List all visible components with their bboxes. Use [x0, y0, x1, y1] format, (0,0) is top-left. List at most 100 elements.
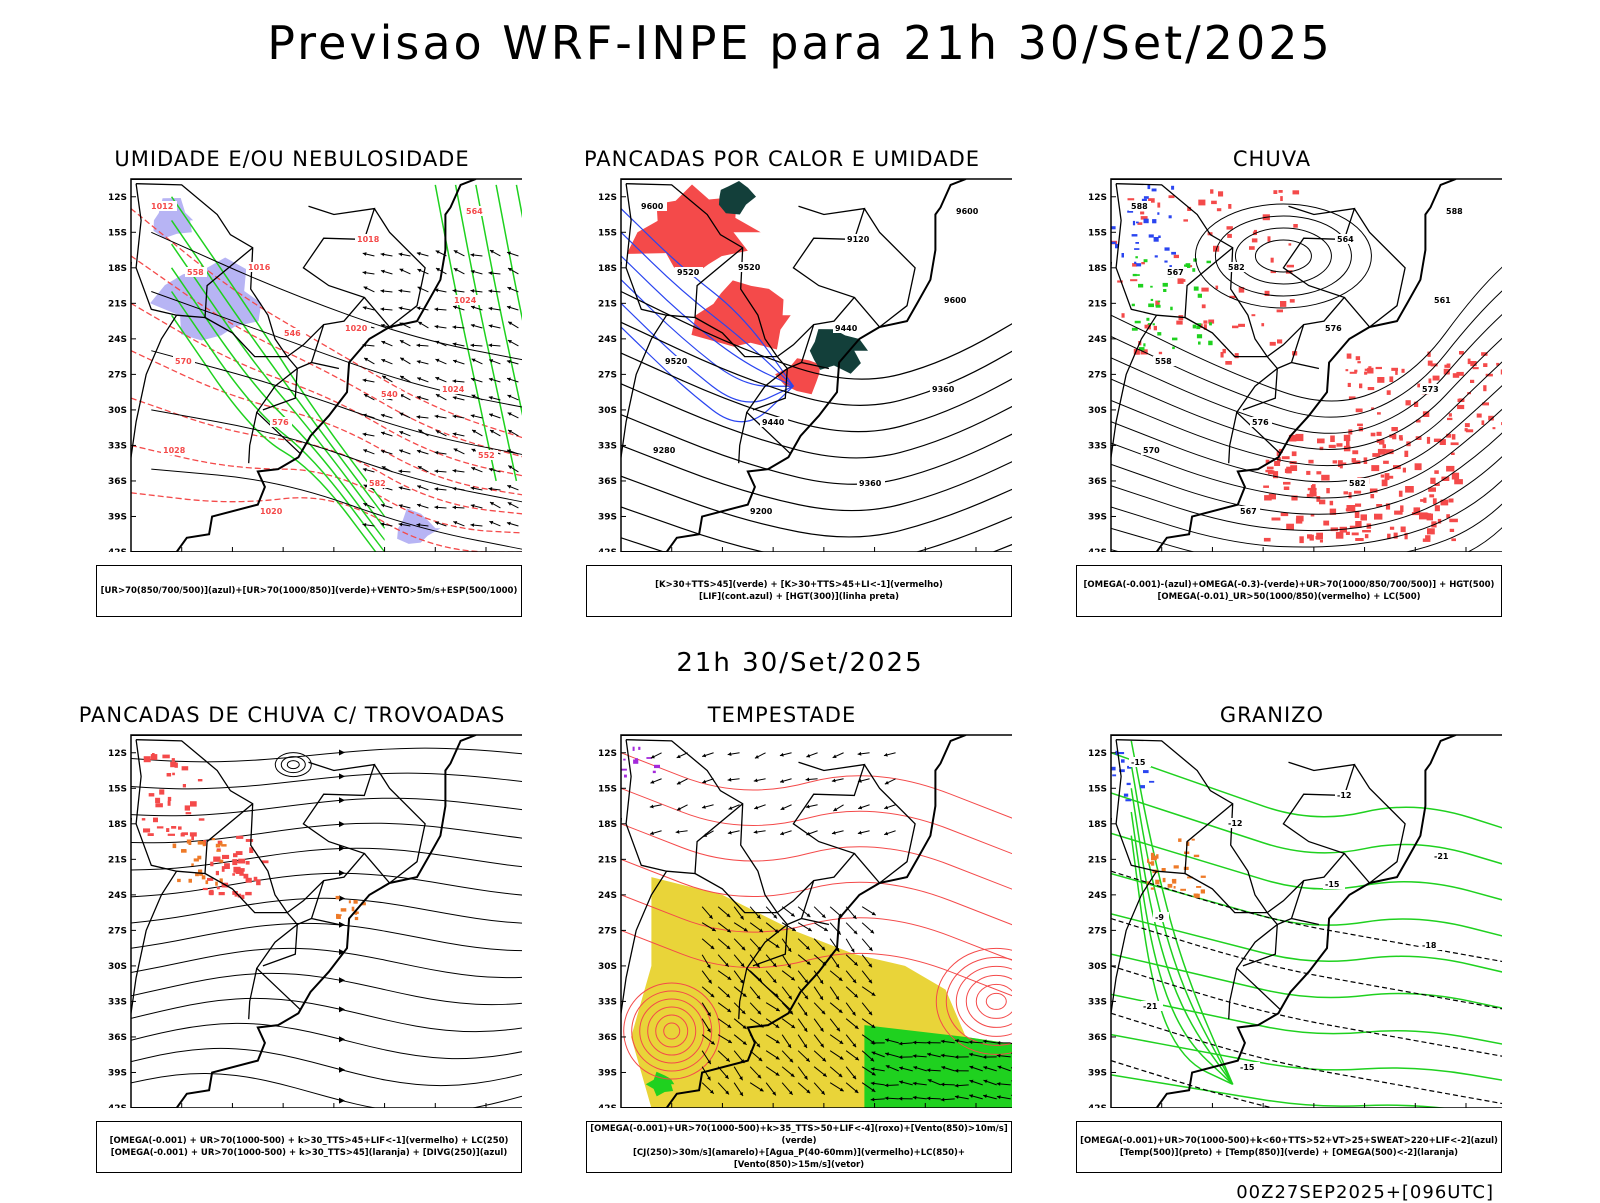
temp500-contour [1111, 919, 1502, 1014]
legend-line: [OMEGA(-0.01)_UR>50(1000/850)(vermelho) … [1077, 591, 1501, 603]
wind-vector [650, 805, 654, 809]
rain-area [1287, 265, 1294, 268]
rain-area [1405, 486, 1414, 493]
rain-area [1336, 443, 1342, 447]
humidity-contour [476, 185, 522, 481]
lat-label: 30S [598, 962, 617, 972]
contour-label: 570 [175, 357, 192, 366]
storm-area-orange [352, 907, 355, 912]
legend-box: [K>30+TTS>45](verde) + [K>30+TTS>45+LI<-… [586, 565, 1012, 617]
pressure-contour [986, 993, 1006, 1009]
legend-line: [K>30+TTS>45](verde) + [K>30+TTS>45+LI<-… [587, 579, 1011, 591]
rain-area [1383, 449, 1386, 452]
storm-area [198, 779, 203, 781]
rain-area [1451, 538, 1456, 541]
lat-label: 30S [108, 406, 127, 416]
political-border [1277, 363, 1291, 369]
streamline [131, 1073, 522, 1108]
omega-area [1149, 234, 1154, 237]
rain-area [1321, 475, 1329, 481]
rain-area [1359, 384, 1362, 389]
lat-label: 42S [108, 1104, 127, 1108]
wind-vector [452, 506, 456, 510]
wind-vector [832, 779, 836, 783]
rain-area [1346, 532, 1350, 535]
omega-area [1209, 322, 1212, 325]
hail-area [1124, 794, 1128, 797]
contour-label: -15 [1131, 758, 1146, 767]
rain-area [1218, 191, 1223, 196]
lat-label: 42S [598, 548, 617, 552]
map-umidade: 1012101610201024102810201018102457057658… [95, 174, 522, 552]
rain-area [1354, 491, 1361, 494]
legend-box: [OMEGA(-0.001)+UR>70(1000-500)+k>35_TTS>… [586, 1121, 1012, 1173]
rain-area [1202, 304, 1206, 308]
streamline [1111, 363, 1502, 482]
hail-area [1127, 783, 1131, 785]
omega-area [1150, 286, 1153, 288]
omega-area [1155, 255, 1158, 257]
rain-area [1477, 414, 1482, 418]
omega-area [1208, 341, 1212, 346]
streamline [131, 1023, 522, 1058]
storm-area [155, 803, 163, 807]
storm-area [170, 762, 176, 767]
lat-label: 18S [598, 264, 617, 274]
contour-label: 9280 [653, 446, 676, 455]
rain-area [1130, 279, 1137, 281]
wind-vector [832, 831, 836, 835]
rain-area [1227, 226, 1233, 229]
storm-area [224, 863, 230, 869]
rain-area [1310, 492, 1317, 497]
lat-label: 39S [1088, 1068, 1107, 1078]
lat-label: 24S [108, 891, 127, 901]
omega-area [1172, 879, 1176, 882]
lat-label: 33S [598, 997, 617, 1007]
wind-vector [488, 271, 492, 275]
rain-area [1465, 428, 1468, 431]
lat-label: 42S [108, 548, 127, 552]
omega-area [1170, 307, 1173, 311]
rain-area [1346, 369, 1349, 371]
storm-area [232, 873, 235, 876]
lat-label: 12S [598, 193, 617, 203]
rain-area [1391, 427, 1398, 431]
storm-area [256, 879, 261, 885]
contour-label: 1024 [454, 296, 477, 305]
isobar [151, 410, 522, 505]
thickness-contour [131, 398, 522, 516]
omega-area [1174, 865, 1179, 868]
rain-area [1264, 495, 1272, 500]
wind-vector [381, 253, 385, 257]
storm-area [159, 789, 164, 794]
rain-area [1390, 527, 1394, 530]
wind-vector [780, 753, 784, 757]
map-tempestade: 12S15S18S21S24S27S30S33S36S39S42S70W65W6… [585, 730, 1012, 1108]
flow-arrow [339, 1036, 345, 1042]
rain-area [1347, 354, 1352, 359]
rain-area [1434, 470, 1439, 474]
wind-vector [417, 306, 421, 310]
lat-label: 15S [1088, 784, 1107, 794]
contour-label: 9120 [847, 235, 870, 244]
wind-vector [363, 468, 367, 472]
rain-area [1264, 538, 1271, 542]
rain-area [1227, 234, 1232, 238]
omega-area [1198, 294, 1202, 298]
storm-area-orange [191, 863, 194, 866]
pressure-contour [966, 975, 1012, 1027]
omega-area [1169, 265, 1172, 267]
rain-area [1395, 370, 1398, 375]
rain-area [1326, 488, 1330, 493]
contour-label: 9600 [944, 296, 967, 305]
wind-vector [728, 831, 732, 835]
rain-area [1348, 383, 1351, 387]
isobar [151, 469, 522, 552]
rain-area [1389, 376, 1393, 382]
rain-area [1140, 212, 1144, 215]
rain-area [1457, 405, 1464, 409]
political-border [297, 363, 311, 369]
rain-area [1289, 243, 1292, 245]
